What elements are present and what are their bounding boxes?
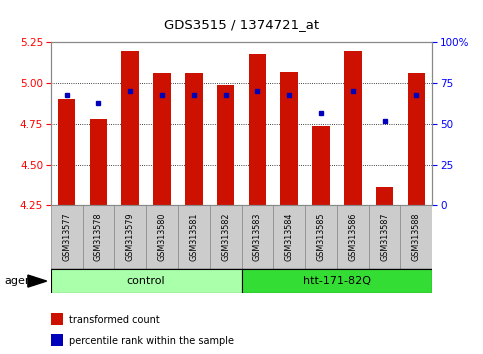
Text: GSM313578: GSM313578 <box>94 213 103 262</box>
Polygon shape <box>28 275 47 287</box>
Text: percentile rank within the sample: percentile rank within the sample <box>69 336 234 346</box>
Bar <box>178 205 210 269</box>
Text: GDS3515 / 1374721_at: GDS3515 / 1374721_at <box>164 18 319 31</box>
Bar <box>281 72 298 205</box>
Text: transformed count: transformed count <box>69 315 160 325</box>
Bar <box>273 205 305 269</box>
Text: GSM313580: GSM313580 <box>157 213 167 261</box>
Text: GSM313583: GSM313583 <box>253 213 262 261</box>
Bar <box>249 54 266 205</box>
Bar <box>305 205 337 269</box>
Bar <box>210 205 242 269</box>
Bar <box>51 334 63 346</box>
Bar <box>242 269 432 293</box>
Bar <box>369 205 400 269</box>
Bar <box>217 85 234 205</box>
Bar <box>51 205 83 269</box>
Bar <box>121 51 139 205</box>
Bar <box>83 205 114 269</box>
Text: GSM313579: GSM313579 <box>126 213 135 262</box>
Text: GSM313585: GSM313585 <box>316 213 326 262</box>
Text: GSM313586: GSM313586 <box>348 213 357 261</box>
Text: GSM313588: GSM313588 <box>412 213 421 261</box>
Bar <box>51 269 242 293</box>
Bar <box>153 73 171 205</box>
Text: GSM313584: GSM313584 <box>284 213 294 261</box>
Bar <box>146 205 178 269</box>
Text: control: control <box>127 276 165 286</box>
Text: GSM313587: GSM313587 <box>380 213 389 262</box>
Bar <box>58 99 75 205</box>
Text: GSM313582: GSM313582 <box>221 213 230 262</box>
Bar <box>400 205 432 269</box>
Text: GSM313581: GSM313581 <box>189 213 199 261</box>
Bar <box>90 119 107 205</box>
Bar <box>408 73 425 205</box>
Bar <box>51 313 63 325</box>
Bar <box>114 205 146 269</box>
Text: GSM313577: GSM313577 <box>62 213 71 262</box>
Bar <box>185 73 202 205</box>
Bar <box>337 205 369 269</box>
Bar <box>344 51 362 205</box>
Bar <box>312 126 330 205</box>
Text: agent: agent <box>5 276 37 286</box>
Bar <box>242 205 273 269</box>
Bar <box>376 187 393 205</box>
Text: htt-171-82Q: htt-171-82Q <box>303 276 371 286</box>
